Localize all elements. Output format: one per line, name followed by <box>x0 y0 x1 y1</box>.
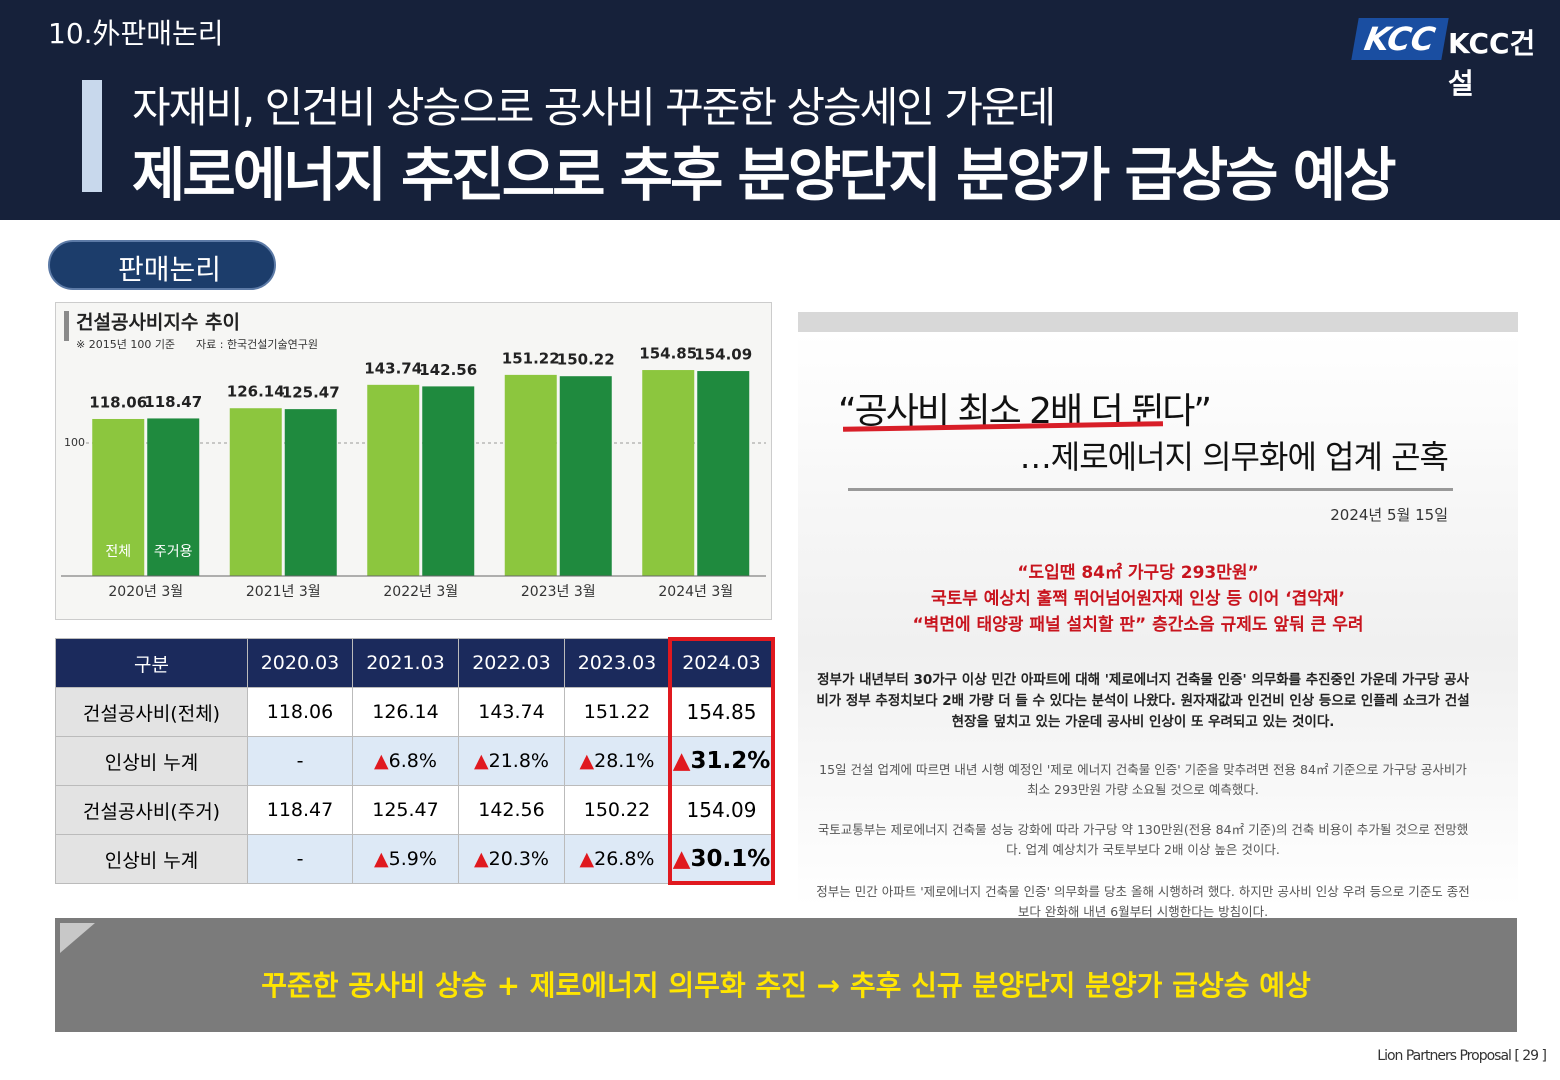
chart-note: 자료 : 한국건설기술연구원 <box>196 338 318 351</box>
table-cell: 150.22 <box>564 785 670 835</box>
table-cell: ▲26.8% <box>564 834 670 884</box>
table-cell: 142.56 <box>458 785 565 835</box>
news-date: 2024년 5월 15일 <box>1330 506 1448 524</box>
x-tick-label: 2023년 3월 <box>521 584 596 600</box>
table-cell: 건설공사비(주거) <box>55 785 248 835</box>
value-label: 150.22 <box>557 351 615 369</box>
table-row: 건설공사비(전체) 118.06 126.14 143.74 151.22 154.85 <box>55 687 774 737</box>
logo-text: KCC건설 <box>1448 27 1536 100</box>
value-label: 118.06 <box>89 393 147 411</box>
table-cell: 126.14 <box>352 687 459 737</box>
table-cell: 118.47 <box>247 785 353 835</box>
value-label: 154.85 <box>639 345 697 363</box>
legend-label: 전체 <box>105 544 131 560</box>
x-tick-label: 2021년 3월 <box>246 584 321 600</box>
table-cell: 2020.03 <box>247 638 353 688</box>
table-cell: 2021.03 <box>352 638 459 688</box>
value-label: 126.14 <box>227 383 285 401</box>
x-tick-label: 2020년 3월 <box>108 584 183 600</box>
table-cell: ▲6.8% <box>352 736 459 786</box>
table-cell: 인상비 누계 <box>55 736 248 786</box>
news-clip: “공사비 최소 2배 더 뛴다” …제로에너지 의무화에 업계 곤혹 2024년… <box>798 312 1518 919</box>
footer: Lion Partners Proposal [ 29 ] <box>1377 1048 1547 1064</box>
value-label: 125.47 <box>282 384 340 402</box>
bar <box>147 418 200 576</box>
table-cell: - <box>247 834 353 884</box>
chart: 건설공사비지수 추이 ※ 2015년 100 기준 자료 : 한국건설기술연구원… <box>61 311 766 600</box>
bar <box>284 409 337 576</box>
bar <box>229 408 282 576</box>
table-row: 인상비 누계 - ▲5.9% ▲20.3% ▲26.8% ▲30.1% <box>55 834 774 884</box>
news-subheadline: …제로에너지 의무화에 업계 곤혹 <box>1019 438 1449 476</box>
bar <box>642 370 695 576</box>
bar <box>559 376 612 576</box>
legend-label: 주거용 <box>154 544 193 560</box>
table-cell: 125.47 <box>352 785 459 835</box>
table-cell: ▲21.8% <box>458 736 565 786</box>
table-cell: 151.22 <box>564 687 670 737</box>
section-label: 10.外판매논리 <box>48 17 224 50</box>
table-cell: 건설공사비(전체) <box>55 687 248 737</box>
title-line1: 자재비, 인건비 상승으로 공사비 꾸준한 상승세인 가운데 <box>132 83 1056 132</box>
table-row: 건설공사비(주거) 118.47 125.47 142.56 150.22 154.09 <box>55 785 774 835</box>
corner <box>60 923 95 953</box>
highlight-box <box>668 637 775 885</box>
banner: 꾸준한 공사비 상승 + 제로에너지 의무화 추진 → 추후 신규 분양단지 분… <box>55 918 1517 1032</box>
x-tick-label: 2024년 3월 <box>658 584 733 600</box>
highlight: “도입땐 84㎡ 가구당 293만원” <box>1017 563 1259 583</box>
chart-note: ※ 2015년 100 기준 <box>76 338 175 351</box>
highlight: “벽면에 태양광 패널 설치할 판” 층간소음 규제도 앞둬 큰 우려 <box>912 615 1364 635</box>
table-cell: ▲31.2% <box>669 736 774 786</box>
value-label: 151.22 <box>502 349 560 367</box>
chart-box: 건설공사비지수 추이 ※ 2015년 100 기준 자료 : 한국건설기술연구원… <box>55 302 772 620</box>
bar <box>504 374 557 576</box>
table-cell: 143.74 <box>458 687 565 737</box>
highlights: “도입땐 84㎡ 가구당 293만원” 국토부 예상치 훌쩍 뛰어넘어원자재 인… <box>798 560 1478 638</box>
value-label: 142.56 <box>419 361 477 379</box>
table: 구분 2020.03 2021.03 2022.03 2023.03 2024.03 건설공… <box>55 638 774 884</box>
rule <box>848 488 1453 491</box>
bar <box>92 418 145 576</box>
table-cell: 2022.03 <box>458 638 565 688</box>
title-bar <box>82 80 102 192</box>
table-cell: ▲20.3% <box>458 834 565 884</box>
banner-text: 꾸준한 공사비 상승 + 제로에너지 의무화 추진 → 추후 신규 분양단지 분… <box>261 969 1311 1002</box>
paragraph: 국토교통부는 제로에너지 건축물 성능 강화에 따라 가구당 약 130만원(전… <box>817 822 1469 857</box>
y-tick-label: 100 <box>64 436 85 449</box>
table-cell: - <box>247 736 353 786</box>
table-row: 인상비 누계 - ▲6.8% ▲21.8% ▲28.1% ▲31.2% <box>55 736 774 786</box>
chart-title: 건설공사비지수 추이 <box>76 312 240 334</box>
table-row: 구분 2020.03 2021.03 2022.03 2023.03 2024.03 <box>55 638 774 688</box>
value-label: 154.09 <box>694 346 752 364</box>
value-label: 118.47 <box>144 393 202 411</box>
table-cell: 구분 <box>55 638 248 688</box>
x-tick-label: 2022년 3월 <box>383 584 458 600</box>
badge: 판매논리 <box>48 240 276 290</box>
bar <box>697 371 750 576</box>
bar <box>367 384 420 576</box>
title-line2: 제로에너지 추진으로 추후 분양단지 분양가 급상승 예상 <box>132 141 1396 209</box>
table-cell: 118.06 <box>247 687 353 737</box>
bar <box>422 386 475 576</box>
highlight: 국토부 예상치 훌쩍 뛰어넘어원자재 인상 등 이어 ‘겹악재’ <box>930 589 1346 609</box>
paragraph: 정부가 내년부터 30가구 이상 민간 아파트에 대해 '제로에너지 건축물 인… <box>816 672 1470 730</box>
paragraph: 정부는 민간 아파트 '제로에너지 건축물 인증' 의무화를 당초 올해 시행하… <box>816 884 1470 919</box>
title-bar <box>64 311 69 341</box>
logo-mark: KCC <box>1351 18 1449 60</box>
table-cell: ▲5.9% <box>352 834 459 884</box>
header: 10.外판매논리 KCC KCC건설 자재비, 인건비 상승으로 공사비 꾸준한… <box>0 0 1560 220</box>
table-cell: 인상비 누계 <box>55 834 248 884</box>
paragraph: 15일 건설 업계에 따르면 내년 시행 예정인 '제로 에너지 건축물 인증'… <box>819 762 1467 797</box>
table-cell: 154.09 <box>669 785 774 835</box>
table-cell: 2023.03 <box>564 638 670 688</box>
table-cell: ▲28.1% <box>564 736 670 786</box>
value-label: 143.74 <box>364 359 422 377</box>
